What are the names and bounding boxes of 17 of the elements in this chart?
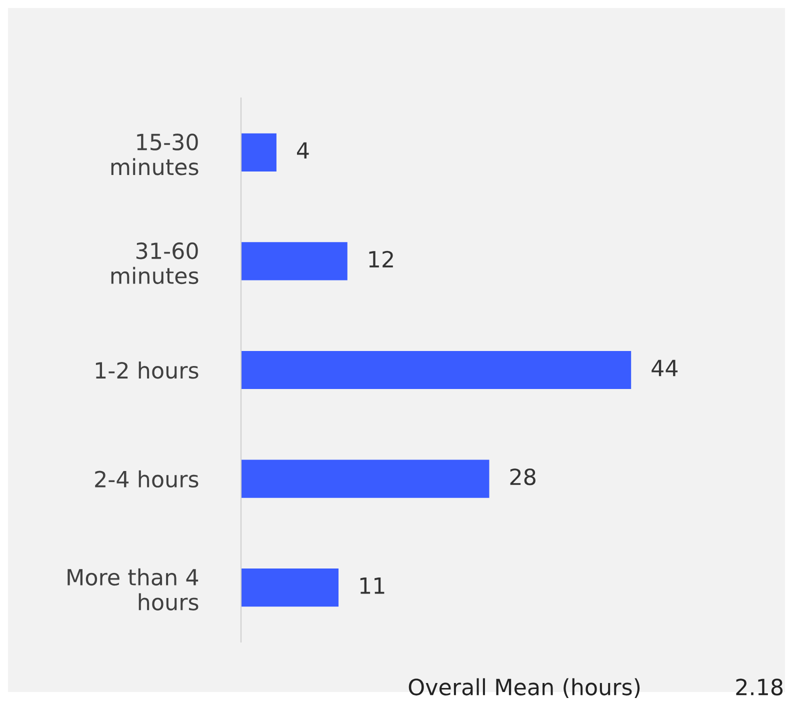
y-tick-label: 2-4 hours bbox=[95, 470, 198, 488]
bar bbox=[241, 242, 348, 280]
bar bbox=[241, 460, 490, 498]
bar bbox=[241, 350, 632, 390]
y-tick-label: 31-60 minutes bbox=[111, 242, 198, 284]
data-label: 11 bbox=[360, 578, 384, 594]
y-tick-label: 15-30 minutes bbox=[111, 134, 198, 176]
data-label: 28 bbox=[510, 468, 536, 486]
bar bbox=[241, 568, 339, 607]
data-label: 12 bbox=[369, 250, 393, 268]
y-tick-label: 1-2 hours bbox=[96, 362, 198, 379]
y-tick-label: More than 4 hours bbox=[68, 568, 198, 610]
text: Overall Mean (hours) bbox=[408, 678, 640, 698]
data-label: 4 bbox=[296, 142, 309, 159]
data-label: 44 bbox=[652, 360, 678, 376]
text: 2.18 bbox=[736, 678, 783, 696]
bar bbox=[241, 133, 276, 172]
